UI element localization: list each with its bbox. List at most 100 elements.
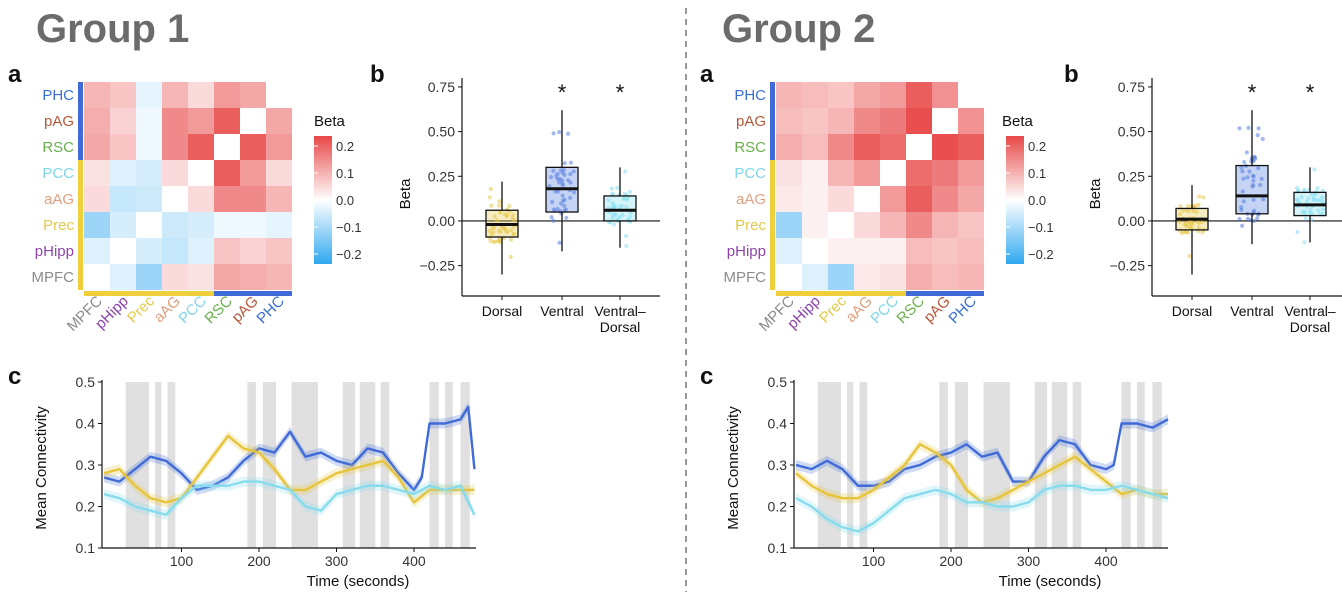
matrix-row-label: Prec [43,217,74,234]
box-point [1315,185,1320,191]
box-point [1299,194,1304,200]
matrix-cell [266,186,292,212]
line-ytick-label: 0.2 [768,499,788,515]
matrix-cell [266,82,292,108]
box-point [561,167,566,173]
box-point [1185,203,1190,209]
matrix-cell [828,108,854,134]
event-shade [247,382,256,548]
event-shade [1152,382,1162,548]
box-point [1320,188,1325,193]
box-point [487,195,492,200]
box-point [1200,220,1205,225]
matrix-cell [906,212,932,238]
series-line [795,484,1169,533]
series-line [103,405,476,492]
network-bar-ventral [78,82,83,160]
matrix-cell [932,134,958,160]
line-xtick-label: 200 [939,553,963,569]
box-point [627,214,632,220]
box-point [549,215,554,220]
box-point [1201,195,1206,200]
box-point [572,190,577,195]
matrix-row-label: aAG [44,191,74,208]
box-point [565,131,571,136]
box-point [1259,176,1264,181]
network-bar-ventral [214,291,292,296]
box-point [624,243,629,248]
box-point [1180,208,1185,213]
matrix-row-label: RSC [734,139,766,156]
box-category-label: Ventral [540,303,584,319]
box-point [551,218,556,223]
matrix-col-label: RSC [201,293,236,328]
matrix-cell [932,186,958,212]
matrix-cell [828,134,854,160]
box-category-label: Ventral– [594,303,646,319]
matrix-cell [240,82,266,108]
box-point [491,225,496,230]
box-ytick-label: 0.50 [428,124,455,140]
series-line [795,418,1169,487]
matrix-cell [84,82,110,108]
matrix-row-label: PCC [42,165,74,182]
matrix-col-label: PHC [253,293,288,328]
matrix-cell [188,134,214,160]
matrix-cell [880,82,906,108]
network-bar-dorsal [770,160,775,290]
box-point [1245,175,1250,180]
matrix-cell [958,238,984,264]
box-point [1250,173,1256,178]
line-ylabel: Mean Connectivity [33,406,50,530]
matrix-cell [110,160,136,186]
group-title: Group 2 [722,7,875,51]
box-point [492,214,497,219]
matrix-cell [214,212,240,238]
matrix-row-label: Prec [735,217,766,234]
matrix-cell [110,82,136,108]
matrix-cell [110,264,136,290]
matrix-cell [854,238,880,264]
matrix-cell [932,160,958,186]
series-ribbon [796,480,1168,537]
matrix-cell [188,212,214,238]
matrix-row-label: PCC [734,165,766,182]
matrix-cell [136,134,162,160]
line-xtick-label: 200 [247,553,271,569]
matrix-cell [854,134,880,160]
box-point [555,176,560,181]
event-shade [429,382,439,548]
line-xlabel: Time (seconds) [307,573,410,590]
matrix-cell [214,238,240,264]
box-point [488,238,493,244]
matrix-cell [110,186,136,212]
network-bar-ventral [770,82,775,160]
matrix-cell [906,134,932,160]
box-category-label: Dorsal [600,319,640,335]
matrix-cell [136,108,162,134]
box-point [548,175,554,180]
colorbar-tick-label: −0.1 [336,220,362,235]
box-point [489,203,494,208]
connectivity-line-chart: 0.5 0.4 0.3 0.2 0.1 100 200 300 400 [76,374,476,569]
matrix-cell [854,82,880,108]
matrix-col-label: PCC [175,293,210,328]
line-ylabel: Mean Connectivity [725,406,742,530]
matrix-cell [880,264,906,290]
box-point [547,183,552,189]
box-ytick-label: 0.75 [1118,79,1145,95]
matrix-col-label: pAG [229,293,262,326]
panel-letter-c: c [700,363,713,390]
event-shade [847,382,854,548]
matrix-col-label: PCC [867,293,902,328]
matrix-cell [906,108,932,134]
matrix-cell [214,108,240,134]
line-xtick-label: 300 [1017,553,1041,569]
box-point [1239,165,1244,170]
matrix-cell [240,108,266,134]
matrix-cell [932,212,958,238]
event-shade [817,382,841,548]
matrix-cell [162,264,188,290]
matrix-cell [802,186,828,212]
matrix-cell [110,212,136,238]
